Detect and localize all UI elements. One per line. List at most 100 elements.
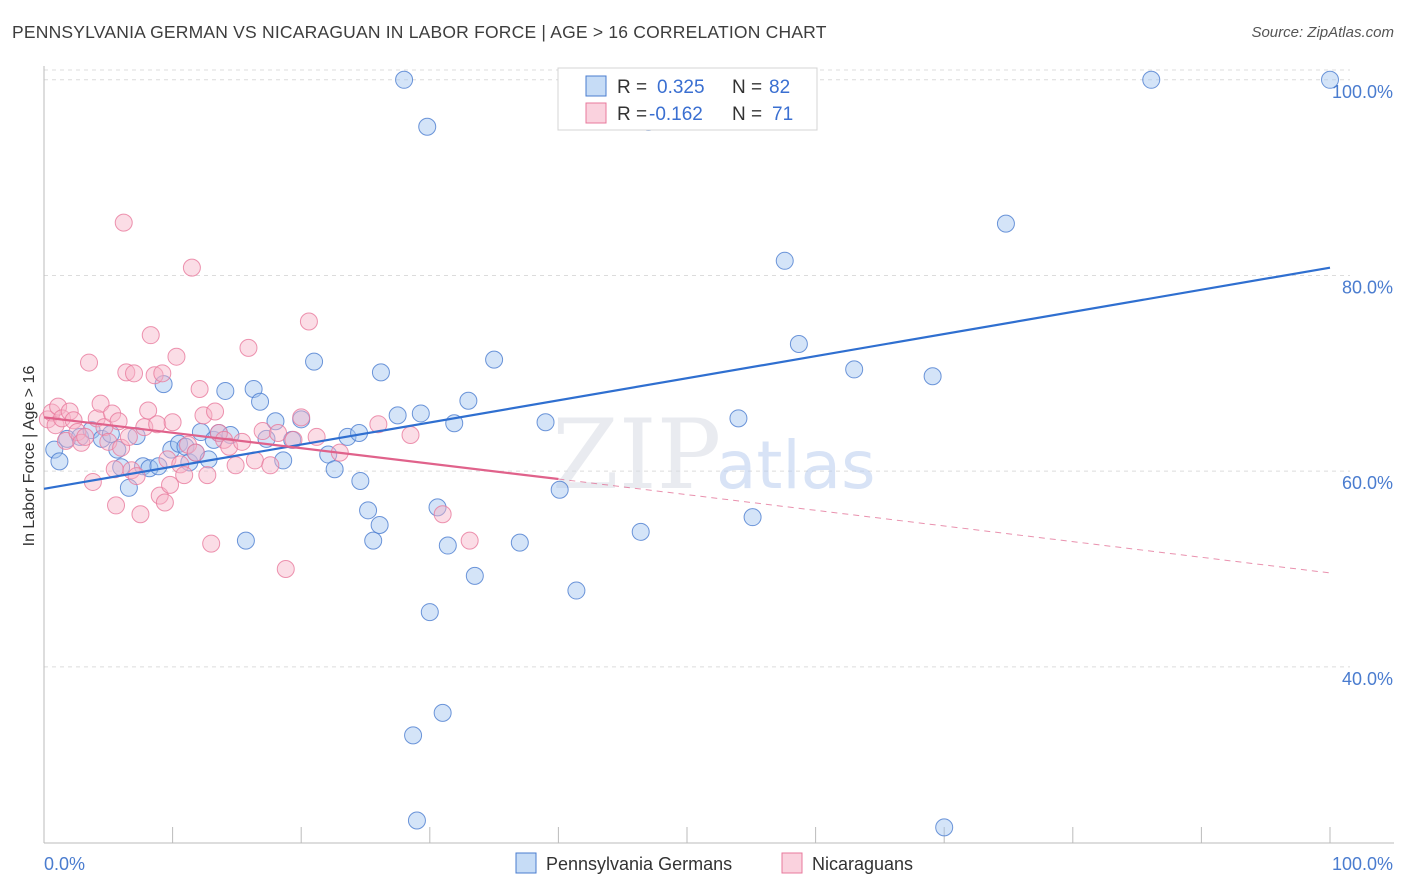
pennsylvania-german-point [550, 480, 569, 499]
pennsylvania-german-point [923, 367, 942, 386]
pennsylvania-german-point [433, 703, 452, 722]
nicaraguan-point [119, 427, 138, 446]
nicaraguan-point [460, 531, 479, 550]
pennsylvania-german-point [459, 391, 478, 410]
nicaraguan-point [261, 456, 280, 475]
nicaraguan-point [127, 467, 146, 486]
pennsylvania-german-point [266, 412, 285, 431]
pennsylvania-german-point [789, 334, 808, 353]
nicaraguan-point [117, 363, 136, 382]
nicaraguan-point [167, 347, 186, 366]
pennsylvania-german-point [631, 522, 650, 541]
nicaraguan-point [46, 416, 65, 435]
y-tick-label: 60.0% [1342, 473, 1393, 493]
nicaraguan-point [253, 422, 272, 441]
pennsylvania-german-point [251, 392, 270, 411]
nicaraguan-point [141, 326, 160, 345]
nicaraguan-point [139, 401, 158, 420]
nicaraguan-point [269, 424, 288, 443]
gridlines [44, 69, 1350, 668]
x-tick-label-min: 0.0% [44, 854, 85, 874]
pennsylvania-german-point [395, 70, 414, 89]
pennsylvania-german-point [536, 413, 555, 432]
nicaraguan-point [125, 364, 144, 383]
nicaraguan-point [401, 425, 420, 444]
pennsylvania-german-point [996, 214, 1015, 233]
series-legend: Pennsylvania Germans Nicaraguans [515, 852, 913, 874]
pennsylvania-german-point [50, 452, 69, 471]
nicaraguan-point [161, 475, 180, 494]
pennsylvania-german-point [729, 409, 748, 428]
source-label: Source: ZipAtlas.com [1251, 24, 1394, 41]
nicaraguan-point [206, 402, 225, 421]
nicaraguan-point [292, 408, 311, 427]
tick-labels: 40.0% 60.0% 80.0% 100.0% 0.0% 100.0% [44, 82, 1393, 874]
pennsylvania-german-point [935, 818, 954, 837]
chart-title: PENNSYLVANIA GERMAN VS NICARAGUAN IN LAB… [12, 22, 827, 42]
nicaraguan-point [131, 505, 150, 524]
nicaraguan-point [182, 258, 201, 277]
watermark: ZIP atlas [552, 399, 876, 511]
nicaraguan-trend-extension [558, 478, 1331, 574]
y-tick-label: 80.0% [1342, 277, 1393, 297]
pennsylvania-german-trend [43, 266, 1331, 490]
watermark-atlas: atlas [716, 427, 876, 504]
nicaraguan-point [276, 560, 295, 579]
pennsylvania-german-point [1321, 70, 1339, 89]
legend-swatch-pink [585, 102, 607, 124]
pennsylvania-german-point [465, 566, 484, 585]
legend-r-value-2: -0.162 [649, 104, 703, 125]
nicaraguan-point [175, 466, 194, 485]
pennsylvania-german-point [1142, 70, 1161, 89]
pennsylvania-german-point [485, 350, 504, 369]
pennsylvania-german-point [438, 536, 457, 555]
nicaraguan-point [186, 443, 205, 462]
nicaraguan-point [49, 397, 68, 416]
nicaraguan-point [239, 338, 258, 357]
nicaraguan-point [299, 312, 318, 331]
series-swatch-nicaraguans [781, 852, 803, 874]
pennsylvania-german-point [359, 501, 378, 520]
nicaraguan-point [153, 364, 172, 383]
legend-n-value-1: 82 [769, 77, 790, 98]
legend-swatch-blue [585, 75, 607, 97]
pennsylvania-german-point [325, 460, 344, 479]
nicaraguan-point [190, 379, 209, 398]
trend-lines [43, 266, 1331, 574]
legend-n-value-2: 71 [772, 104, 793, 125]
pennsylvania-german-point [351, 471, 370, 490]
nicaraguan-point [114, 213, 133, 232]
pennsylvania-german-point [371, 363, 390, 382]
nicaraguan-point [91, 394, 110, 413]
pennsylvania-german-point [71, 427, 90, 446]
y-axis-title: In Labor Force | Age > 16 [21, 366, 38, 547]
x-tick-label-max: 100.0% [1332, 854, 1393, 874]
pennsylvania-german-point [420, 603, 439, 622]
data-points [38, 70, 1339, 837]
pennsylvania-german-point [418, 117, 437, 136]
stats-legend: R = 0.325 N = 82 R = -0.162 N = 71 [557, 67, 818, 131]
pennsylvania-german-point [411, 404, 430, 423]
pennsylvania-german-point [845, 360, 864, 379]
legend-r-label-1: R = [617, 77, 647, 98]
watermark-zip: ZIP [552, 399, 721, 511]
pennsylvania-german-point [388, 406, 407, 425]
nicaraguan-trend [43, 416, 559, 481]
legend-r-value-1: 0.325 [657, 77, 705, 98]
nicaraguan-point [202, 534, 221, 553]
pennsylvania-german-point [236, 531, 255, 550]
pennsylvania-german-point [775, 251, 794, 270]
nicaraguan-point [226, 456, 245, 475]
legend-n-label-2: N = [732, 104, 762, 125]
pennsylvania-german-point [364, 531, 383, 550]
nicaraguan-point [369, 415, 388, 434]
nicaraguan-point [179, 435, 198, 454]
pennsylvania-german-point [370, 515, 389, 534]
pennsylvania-german-point [305, 352, 324, 371]
pennsylvania-german-point [510, 533, 529, 552]
pennsylvania-german-point [407, 811, 426, 830]
legend-r-label-2: R = [617, 104, 647, 125]
legend-n-label-1: N = [732, 77, 762, 98]
nicaraguan-point [76, 427, 95, 446]
